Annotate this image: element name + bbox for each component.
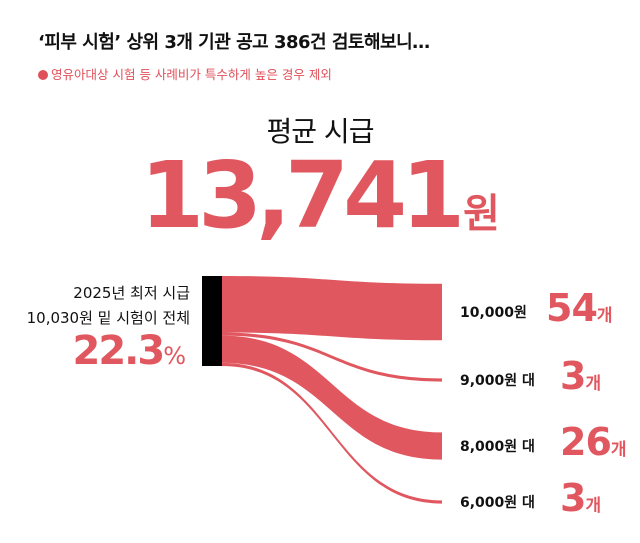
category-label-0: 10,000원 [460,305,527,321]
count-value-1: 3 [560,354,586,398]
count-unit-1: 개 [585,374,602,394]
below-min-wage-percent: 22.3% [72,328,186,374]
category-label-2: 8,000원 대 [460,439,535,455]
count-label-0: 54개 [546,286,613,330]
count-label-3: 3개 [560,476,601,520]
count-value-2: 26 [560,420,612,464]
percent-unit: % [163,342,186,370]
count-label-2: 26개 [560,420,627,464]
flow-band-3 [222,362,442,504]
subtitle-text: 영유아대상 시험 등 사례비가 특수하게 높은 경우 제외 [51,67,332,82]
average-value: 13,741 [140,142,465,249]
average-label: 평균 시급 [266,115,375,148]
count-unit-0: 개 [596,306,613,326]
percent-value: 22.3 [72,328,165,374]
count-value-3: 3 [560,476,586,520]
flow-band-2 [222,335,442,460]
min-wage-label-line2: 10,030원 밑 시험이 전체 [26,309,190,327]
average-unit: 원 [463,191,500,237]
average-value-group: 13,741 원 [0,150,640,242]
flow-band-1 [222,332,442,382]
source-bar [202,276,222,366]
chart-title: ‘피부 시험’ 상위 3개 기관 공고 386건 검토해보니… [38,32,430,53]
count-unit-3: 개 [585,496,602,516]
category-label-3: 6,000원 대 [460,495,535,511]
count-value-0: 54 [546,286,598,330]
count-unit-2: 개 [610,440,627,460]
count-label-1: 3개 [560,354,601,398]
bullet-dot-icon [38,70,48,80]
category-label-1: 9,000원 대 [460,373,535,389]
chart-subtitle: 영유아대상 시험 등 사례비가 특수하게 높은 경우 제외 [38,64,332,83]
min-wage-label-line1: 2025년 최저 시급 [73,284,190,302]
flow-band-0 [222,276,442,341]
